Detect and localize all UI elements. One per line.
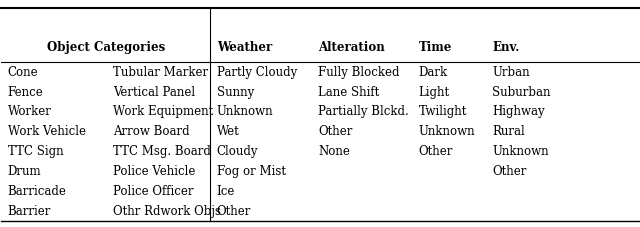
Text: Unknown: Unknown [217, 105, 273, 118]
Text: Object Categories: Object Categories [47, 41, 166, 54]
Text: Othr Rdwork Objs: Othr Rdwork Objs [113, 204, 221, 217]
Text: Other: Other [318, 125, 353, 138]
Text: Urban: Urban [492, 66, 530, 79]
Text: Arrow Board: Arrow Board [113, 125, 189, 138]
Text: Time: Time [419, 41, 452, 54]
Text: Police Vehicle: Police Vehicle [113, 164, 195, 177]
Text: Other: Other [217, 204, 251, 217]
Text: TTC Msg. Board: TTC Msg. Board [113, 144, 211, 157]
Text: Vertical Panel: Vertical Panel [113, 85, 195, 98]
Text: Unknown: Unknown [419, 125, 476, 138]
Text: Drum: Drum [8, 164, 42, 177]
Text: Fence: Fence [8, 85, 44, 98]
Text: Work Vehicle: Work Vehicle [8, 125, 86, 138]
Text: Twilight: Twilight [419, 105, 467, 118]
Text: Barricade: Barricade [8, 184, 67, 197]
Text: Unknown: Unknown [492, 144, 548, 157]
Text: Dark: Dark [419, 66, 448, 79]
Text: Wet: Wet [217, 125, 239, 138]
Text: Barrier: Barrier [8, 204, 51, 217]
Text: Alteration: Alteration [318, 41, 385, 54]
Text: Work Equipment: Work Equipment [113, 105, 213, 118]
Text: Other: Other [492, 164, 527, 177]
Text: Worker: Worker [8, 105, 52, 118]
Text: Cloudy: Cloudy [217, 144, 259, 157]
Text: Rural: Rural [492, 125, 525, 138]
Text: Ice: Ice [217, 184, 235, 197]
Text: None: None [318, 144, 350, 157]
Text: Fully Blocked: Fully Blocked [318, 66, 399, 79]
Text: Lane Shift: Lane Shift [318, 85, 380, 98]
Text: Partly Cloudy: Partly Cloudy [217, 66, 297, 79]
Text: Partially Blckd.: Partially Blckd. [318, 105, 409, 118]
Text: Fog or Mist: Fog or Mist [217, 164, 286, 177]
Text: Suburban: Suburban [492, 85, 550, 98]
Text: Sunny: Sunny [217, 85, 254, 98]
Text: Highway: Highway [492, 105, 545, 118]
Text: Light: Light [419, 85, 450, 98]
Text: Env.: Env. [492, 41, 520, 54]
Text: Other: Other [419, 144, 453, 157]
Text: TTC Sign: TTC Sign [8, 144, 63, 157]
Text: Weather: Weather [217, 41, 272, 54]
Text: Tubular Marker: Tubular Marker [113, 66, 208, 79]
Text: Cone: Cone [8, 66, 38, 79]
Text: Police Officer: Police Officer [113, 184, 193, 197]
